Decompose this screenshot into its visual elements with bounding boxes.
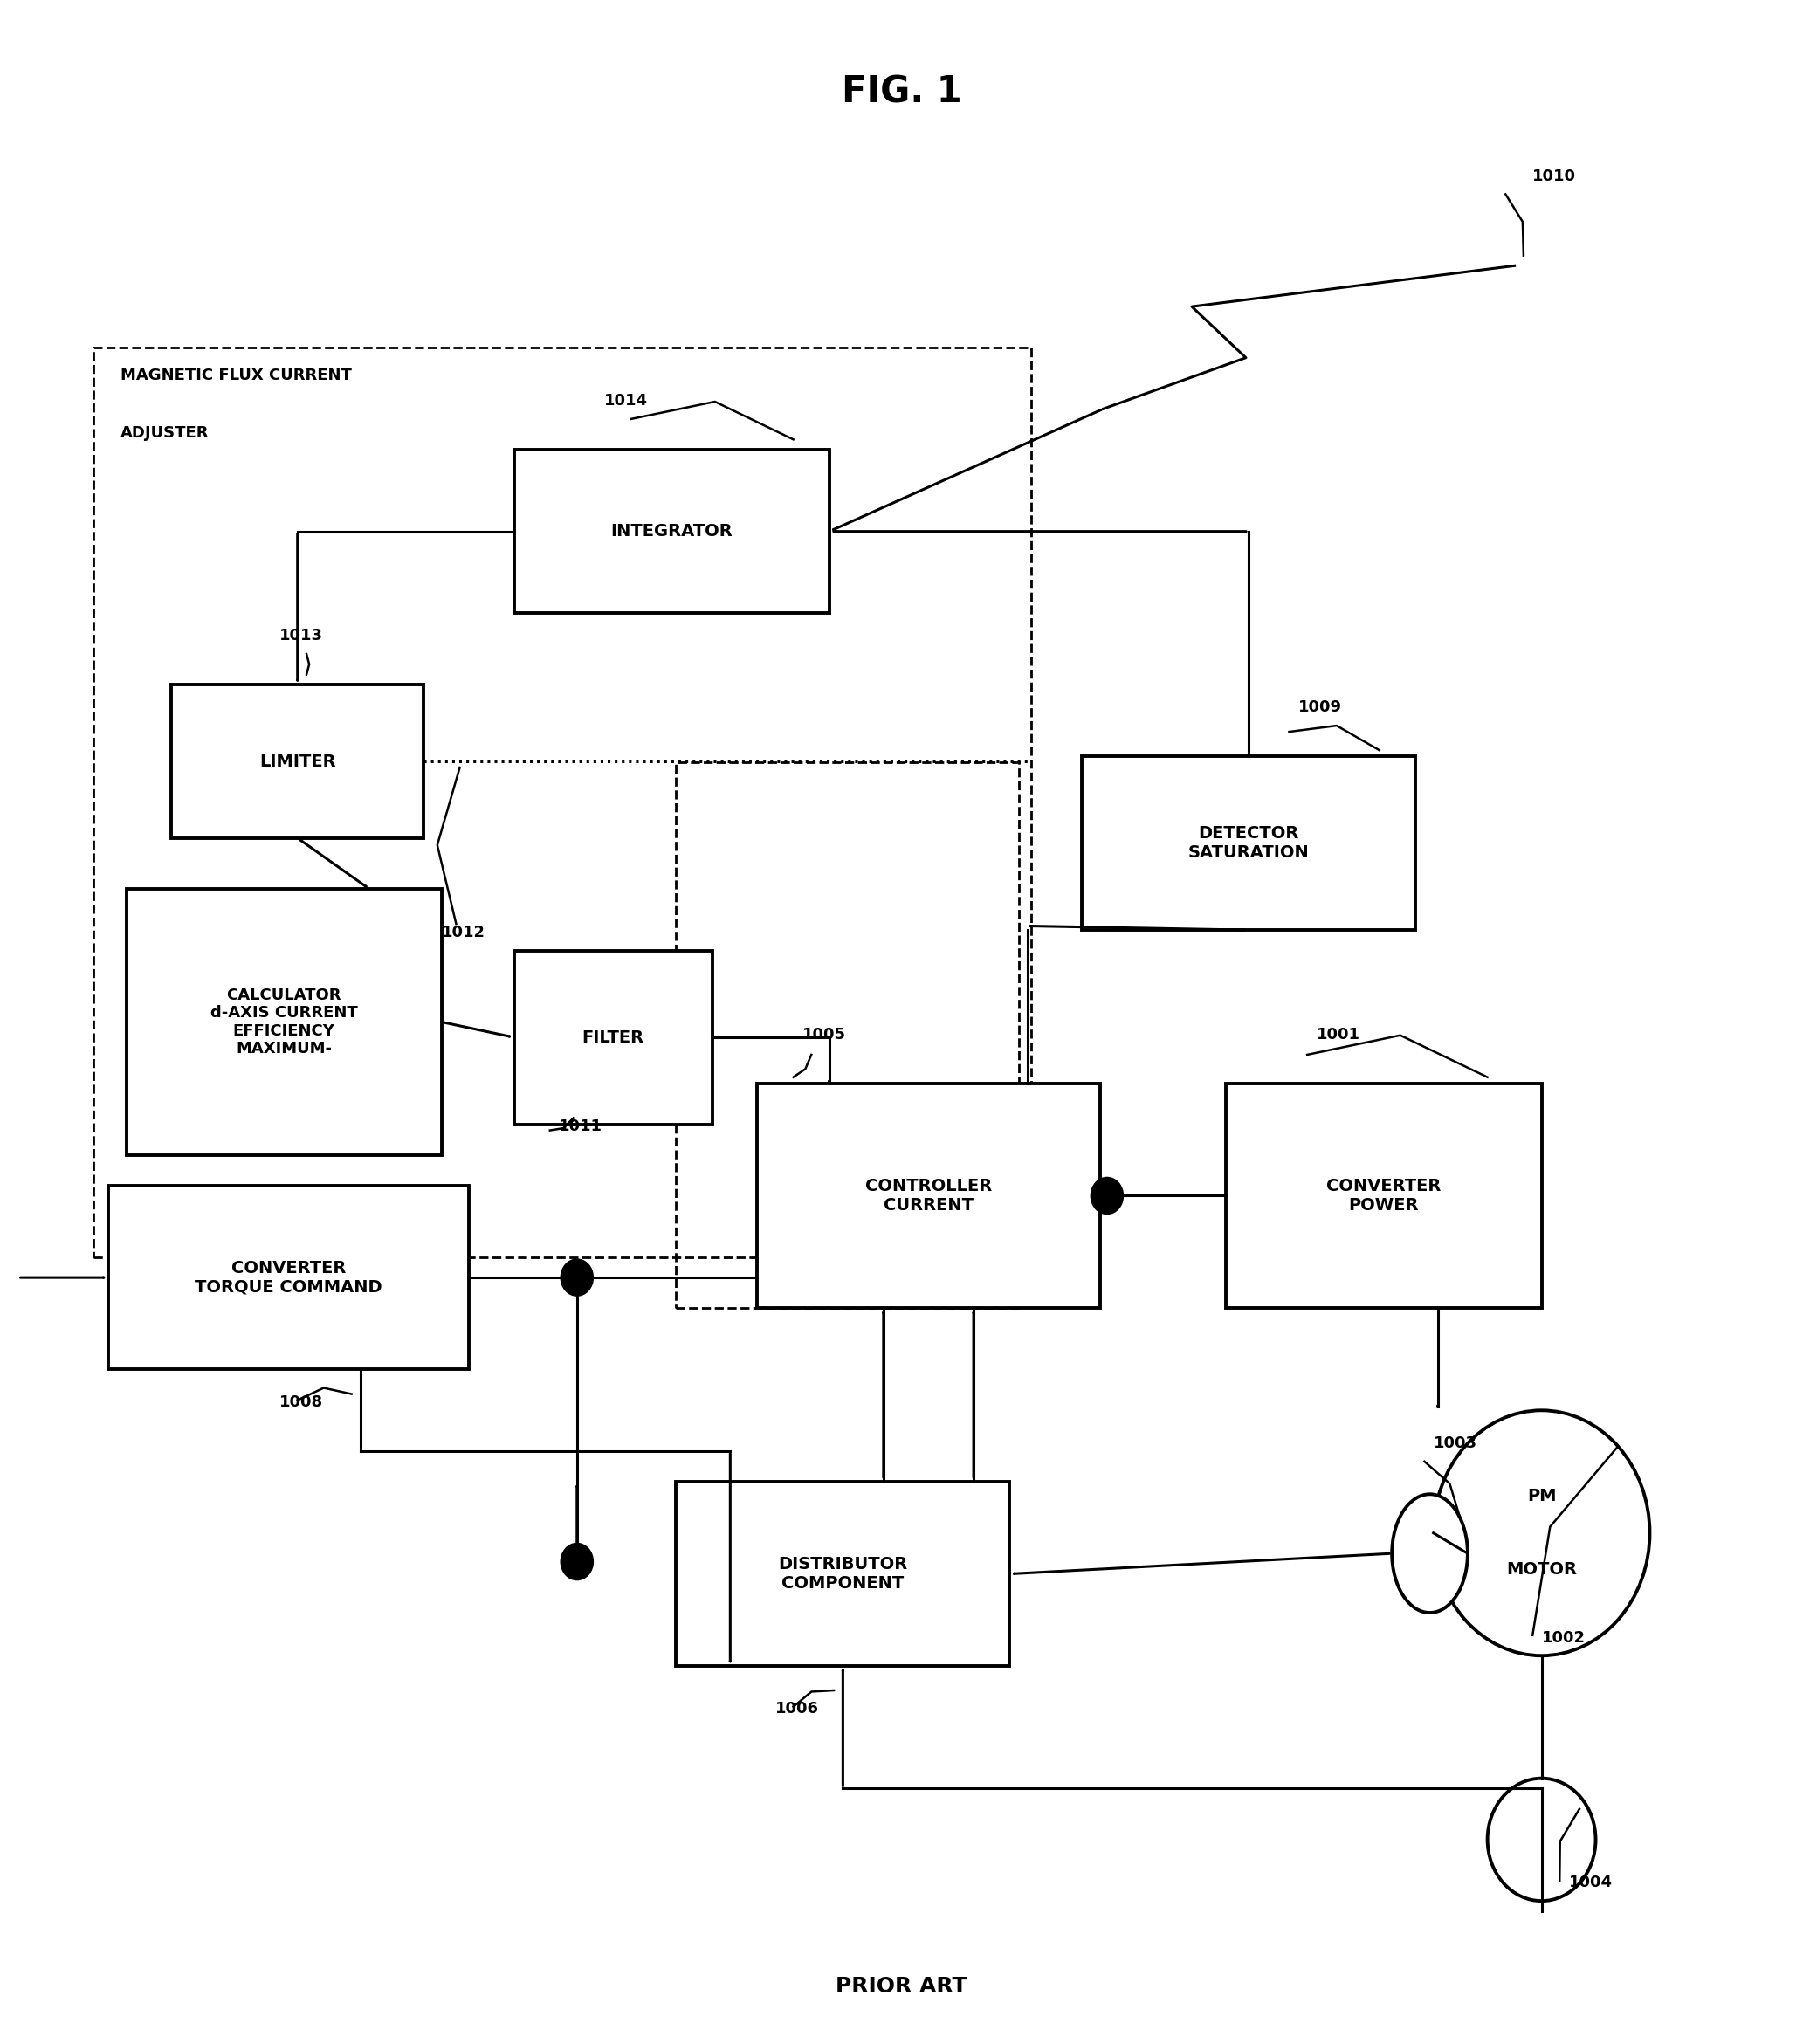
Text: CONVERTER: CONVERTER [231,1259,346,1275]
FancyBboxPatch shape [1082,756,1415,930]
Text: 1014: 1014 [604,392,647,409]
FancyBboxPatch shape [757,1083,1100,1308]
FancyBboxPatch shape [1226,1083,1542,1308]
Text: 1013: 1013 [279,628,323,644]
Text: d-AXIS CURRENT: d-AXIS CURRENT [211,1006,357,1022]
Text: CURRENT: CURRENT [883,1198,974,1214]
Text: 1008: 1008 [279,1394,323,1410]
Text: EFFICIENCY: EFFICIENCY [233,1022,335,1038]
Text: MAXIMUM-: MAXIMUM- [236,1040,332,1057]
Text: 1002: 1002 [1542,1629,1585,1645]
Text: CALCULATOR: CALCULATOR [227,987,341,1004]
Text: 1003: 1003 [1433,1435,1477,1451]
Text: 1010: 1010 [1533,168,1576,184]
Text: 1009: 1009 [1298,699,1341,715]
Text: DISTRIBUTOR: DISTRIBUTOR [779,1555,907,1572]
Text: SATURATION: SATURATION [1188,844,1309,861]
Circle shape [1091,1177,1123,1214]
Text: 1006: 1006 [775,1701,819,1717]
Text: LIMITER: LIMITER [260,752,335,771]
Text: TORQUE COMMAND: TORQUE COMMAND [195,1280,382,1296]
Text: 1004: 1004 [1569,1874,1612,1891]
Text: ADJUSTER: ADJUSTER [121,425,209,442]
Text: MAGNETIC FLUX CURRENT: MAGNETIC FLUX CURRENT [121,368,352,384]
FancyBboxPatch shape [514,450,829,613]
Text: PM: PM [1527,1488,1556,1504]
FancyBboxPatch shape [514,950,712,1124]
Text: FIG. 1: FIG. 1 [842,74,961,110]
Text: COMPONENT: COMPONENT [783,1576,903,1592]
FancyBboxPatch shape [126,889,442,1155]
Text: 1011: 1011 [559,1118,602,1134]
Ellipse shape [1392,1494,1468,1613]
Text: CONTROLLER: CONTROLLER [865,1177,992,1194]
Text: 1012: 1012 [442,924,485,940]
Text: 1005: 1005 [802,1026,846,1042]
FancyBboxPatch shape [171,685,424,838]
Text: POWER: POWER [1349,1198,1419,1214]
Circle shape [561,1543,593,1580]
Text: FILTER: FILTER [582,1028,644,1047]
FancyBboxPatch shape [108,1186,469,1369]
Circle shape [561,1259,593,1296]
Text: INTEGRATOR: INTEGRATOR [611,523,732,540]
Text: 1001: 1001 [1316,1026,1359,1042]
Text: DETECTOR: DETECTOR [1199,826,1298,842]
FancyBboxPatch shape [676,1482,1010,1666]
Text: CONVERTER: CONVERTER [1327,1177,1441,1194]
Text: MOTOR: MOTOR [1506,1562,1578,1578]
Text: PRIOR ART: PRIOR ART [837,1977,966,1997]
